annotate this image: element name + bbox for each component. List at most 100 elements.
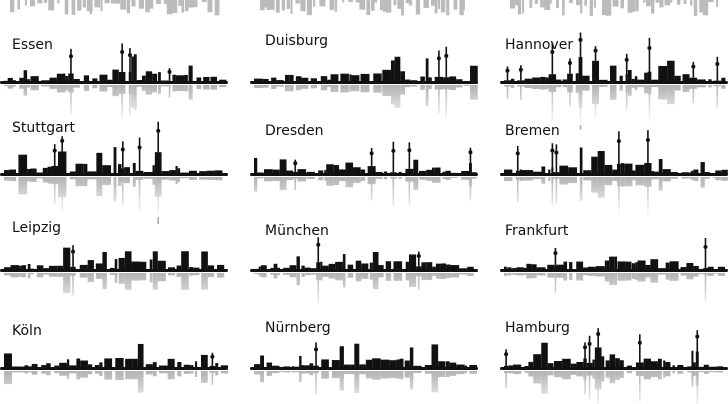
spire (551, 42, 554, 75)
spire (138, 137, 141, 171)
reflection-building (434, 0, 438, 14)
building (464, 365, 468, 368)
building (353, 167, 361, 174)
reflection-building (620, 0, 625, 9)
spire (716, 56, 719, 81)
spire-top (391, 148, 396, 153)
ground (500, 81, 728, 84)
building (99, 74, 108, 82)
reflection-building (306, 0, 312, 16)
reflection-building (115, 0, 121, 4)
building (579, 147, 583, 174)
reflection-building (359, 0, 366, 10)
building (507, 267, 512, 270)
building (359, 364, 366, 368)
spire-top (567, 61, 572, 66)
building (604, 260, 610, 270)
spire (315, 342, 317, 366)
building (172, 74, 176, 82)
building (378, 265, 384, 270)
city-name: Essen (12, 37, 53, 53)
building (21, 265, 27, 270)
building (73, 78, 80, 82)
building (184, 74, 188, 82)
spire-top (369, 151, 374, 156)
building (262, 78, 269, 82)
building (519, 169, 522, 174)
spire-top (416, 254, 421, 259)
spire-top (293, 161, 298, 166)
building (48, 265, 58, 270)
reflection-building (263, 0, 269, 8)
building (369, 262, 373, 270)
building (193, 267, 200, 270)
building (260, 355, 265, 368)
reflection-fade (250, 371, 478, 404)
building (83, 75, 90, 82)
building (583, 170, 592, 174)
reflection-building (342, 0, 345, 3)
reflection-building (601, 0, 607, 16)
reflection-building (300, 0, 306, 12)
reflection-building (593, 0, 596, 8)
reflection-building (401, 0, 404, 16)
building (30, 168, 37, 174)
building (383, 171, 388, 174)
building (420, 76, 425, 82)
building (508, 365, 514, 368)
reflection-building (29, 0, 36, 7)
top-reflection (10, 0, 220, 16)
spire (157, 121, 160, 153)
city-name: Duisburg (265, 33, 328, 49)
building (301, 365, 305, 368)
building (339, 169, 346, 174)
building (615, 358, 620, 368)
building (339, 346, 344, 368)
reflection (250, 177, 478, 217)
building (69, 171, 76, 174)
building (321, 359, 329, 368)
reflection (0, 177, 228, 224)
building (515, 170, 520, 174)
building (375, 171, 383, 174)
building (504, 169, 513, 174)
reflection-building (576, 0, 581, 6)
spire-top (553, 251, 558, 256)
building (576, 261, 584, 270)
reflection-fade (500, 273, 728, 313)
building (413, 365, 422, 368)
building (92, 78, 98, 82)
city-name: Frankfurt (505, 223, 569, 239)
spire (417, 251, 420, 267)
reflection-building (43, 0, 48, 3)
spire-top (518, 67, 523, 72)
building (289, 74, 294, 82)
reflection-building (605, 0, 610, 16)
building (209, 365, 216, 368)
building (438, 361, 446, 368)
building (161, 171, 170, 174)
building (351, 75, 360, 82)
reflection-building (548, 0, 552, 4)
building (140, 261, 147, 270)
building (385, 261, 392, 270)
building (23, 70, 28, 82)
reflection-building (207, 0, 213, 13)
building (635, 362, 644, 368)
building (4, 353, 12, 368)
building (413, 159, 419, 174)
building (372, 358, 381, 368)
building (102, 165, 111, 174)
spire (168, 68, 171, 81)
building (567, 73, 573, 82)
building (404, 360, 410, 368)
building (30, 76, 39, 82)
spire-top (715, 61, 720, 66)
building (87, 364, 93, 368)
reflection-building (393, 0, 397, 6)
spire (692, 61, 695, 78)
building (137, 343, 144, 368)
building (563, 261, 568, 270)
city-skyline: Nürnberg (250, 320, 478, 404)
spire-top (645, 138, 650, 143)
